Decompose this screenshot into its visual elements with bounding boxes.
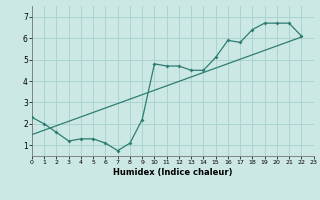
X-axis label: Humidex (Indice chaleur): Humidex (Indice chaleur) [113,168,233,177]
